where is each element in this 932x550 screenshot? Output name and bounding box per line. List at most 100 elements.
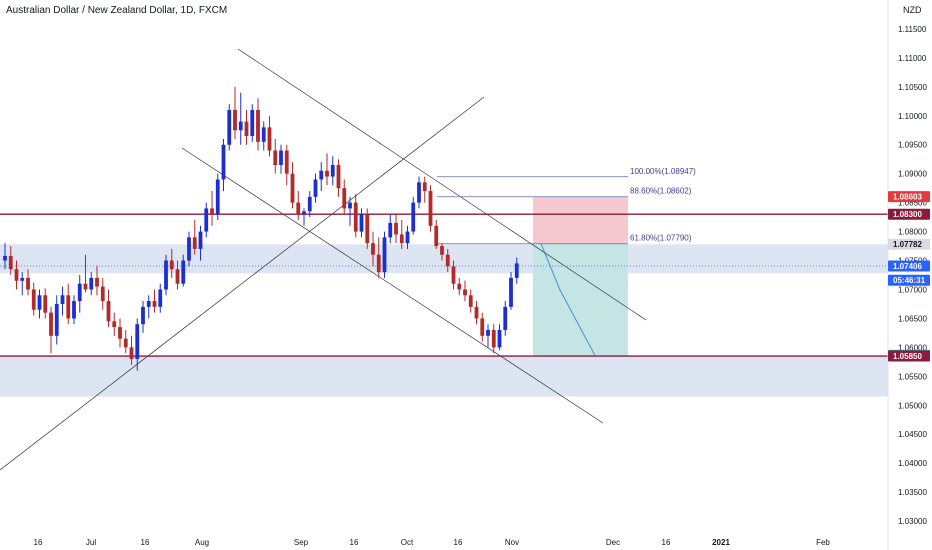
stop-loss-zone[interactable] (533, 196, 628, 244)
candle-body (152, 301, 157, 307)
price-badge-text: 1.07406 (893, 262, 922, 271)
x-tick-label: Aug (195, 538, 209, 547)
candle-body (192, 237, 197, 249)
fib-retracement[interactable]: 100.00%(1.08947) 88.60%(1.08602) 61.80%(1.… (437, 167, 696, 245)
candle-body (365, 214, 370, 244)
y-tick-label: 1.06500 (898, 314, 927, 323)
price-badge-bg (888, 350, 930, 362)
x-tick-label: Dec (606, 538, 620, 547)
projection-path[interactable] (540, 243, 596, 356)
candle-body (215, 179, 220, 215)
position-tool[interactable] (533, 196, 628, 356)
candle-body (463, 289, 467, 296)
candle-body (66, 295, 71, 319)
x-tick-label: 16 (34, 538, 43, 547)
candle-body (54, 303, 59, 336)
candle-body (250, 110, 255, 137)
candle-body (72, 301, 76, 319)
candle-body (330, 165, 335, 177)
candle-body (353, 202, 358, 232)
candle-body (26, 277, 30, 290)
candle-body (279, 150, 283, 165)
price-badge-bg (888, 191, 930, 203)
candle-body (175, 269, 180, 284)
candle-body (428, 191, 433, 226)
candle-body (440, 246, 444, 255)
candle-body (359, 214, 364, 232)
channel-lower-line[interactable] (181, 147, 604, 424)
candle-body (158, 289, 163, 307)
candle-body (83, 283, 88, 290)
candle-body (486, 330, 490, 336)
price-badge-text: 1.08603 (893, 193, 922, 202)
candle-body (77, 283, 82, 302)
rising-trend-line[interactable] (0, 96, 485, 471)
candle-body (244, 121, 249, 137)
price-badge-bg (888, 238, 930, 250)
candle-body (296, 202, 301, 215)
y-tick-label: 1.05500 (898, 372, 927, 381)
candle-body (302, 211, 306, 215)
candle-body (31, 289, 36, 310)
candle-body (3, 255, 7, 261)
candle-body (290, 173, 295, 203)
candle-body (514, 263, 519, 278)
price-badge: 1.05850 (888, 350, 930, 362)
x-tick-label: Nov (505, 538, 519, 547)
x-tick-label: Sep (294, 538, 309, 547)
x-tick-label: 16 (662, 538, 671, 547)
price-badge: 1.08300 (888, 208, 930, 220)
candle-body (106, 301, 111, 322)
y-tick-label: 1.05000 (898, 401, 927, 410)
candle-body (503, 306, 508, 330)
candle-body (14, 269, 19, 281)
trend-lines[interactable] (0, 48, 888, 471)
y-tick-label: 1.10000 (898, 112, 927, 121)
candle-body (112, 321, 117, 328)
candle-body (43, 295, 48, 313)
take-profit-zone[interactable] (533, 243, 628, 356)
candle-body (135, 324, 140, 359)
price-badge-text: 1.05850 (893, 352, 922, 361)
candle-body (509, 277, 513, 307)
y-tick-label: 1.08500 (898, 199, 927, 208)
y-tick-label: 1.11000 (898, 54, 927, 63)
candle-body (474, 306, 479, 319)
candle-body (273, 150, 278, 165)
candle-body (261, 127, 266, 142)
candle-body (169, 260, 174, 270)
price-badge-bg (888, 274, 930, 286)
candle-body (388, 222, 393, 238)
candle-body (434, 225, 439, 247)
candle-body (417, 182, 421, 203)
candle-body (445, 254, 450, 267)
x-tick-label: 2021 (712, 538, 730, 547)
y-tick-label: 1.04000 (898, 459, 927, 468)
candle-body (37, 295, 42, 310)
zones-layer (0, 244, 888, 397)
candle-body (123, 338, 128, 348)
y-tick-label: 1.03000 (898, 517, 927, 526)
y-tick-label: 1.03500 (898, 488, 927, 497)
x-tick-label: 16 (350, 538, 359, 547)
candle-body (451, 266, 456, 284)
x-tick-label: 16 (454, 538, 463, 547)
candle-body (118, 327, 122, 339)
x-tick-label: Oct (401, 538, 414, 547)
candle-body (480, 318, 485, 336)
horizontal-levels[interactable] (0, 213, 888, 357)
price-badge-text: 1.07782 (893, 240, 922, 249)
candle-body (399, 234, 404, 244)
price-badge-bg (888, 260, 930, 272)
candle-body (422, 182, 427, 192)
candle-body (221, 144, 226, 180)
candle-body (405, 231, 410, 244)
time-axis[interactable]: 16 Jul 16 Aug Sep 16 Oct 16 Nov Dec 16 2021 Feb (34, 538, 831, 547)
channel-upper-line[interactable] (237, 48, 647, 321)
y-tick-label: 1.08000 (898, 228, 927, 237)
candle-body (60, 295, 65, 304)
candle-body (129, 347, 134, 359)
candle-body (457, 283, 462, 290)
